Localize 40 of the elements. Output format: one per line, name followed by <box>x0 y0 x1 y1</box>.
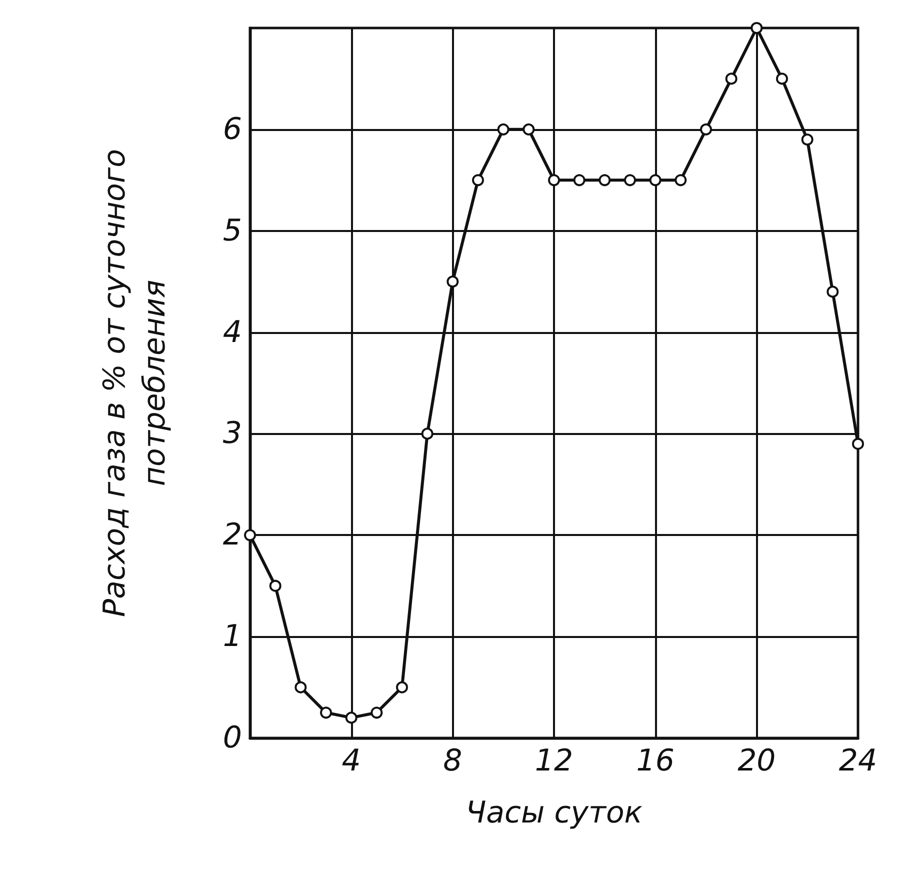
y-tick-label: 0 <box>222 720 242 756</box>
point <box>370 706 383 719</box>
point <box>421 428 434 440</box>
point <box>446 276 459 288</box>
point <box>700 123 712 136</box>
point <box>497 123 510 136</box>
point <box>396 681 408 694</box>
x-tick-label: 12 <box>534 744 574 778</box>
point <box>674 174 687 186</box>
point <box>852 438 864 450</box>
point <box>345 712 358 724</box>
y-tick-label: 4 <box>222 314 242 350</box>
point <box>472 174 484 186</box>
point <box>294 681 307 694</box>
y-tick-label: 5 <box>222 213 242 248</box>
x-tick-label: 16 <box>636 744 674 778</box>
point <box>801 134 814 146</box>
y-tick-label: 2 <box>222 518 242 553</box>
point <box>269 580 282 592</box>
x-tick-label: 24 <box>838 744 878 778</box>
point <box>725 72 738 85</box>
point <box>649 174 662 186</box>
point <box>573 174 586 186</box>
x-tick-label: 20 <box>738 744 776 778</box>
point <box>598 174 611 186</box>
y-tick-label: 6 <box>222 112 242 147</box>
point <box>750 22 763 34</box>
point <box>522 123 535 136</box>
x-tick-label: 8 <box>443 744 462 778</box>
point <box>244 529 256 542</box>
x-axis-title: Часы суток <box>466 796 642 830</box>
point <box>548 174 560 186</box>
y-tick-label: 1 <box>222 619 242 654</box>
x-tick-label: 4 <box>342 744 361 778</box>
point <box>624 174 636 186</box>
y-tick-label: 3 <box>222 416 242 452</box>
point <box>776 72 788 85</box>
point <box>320 706 332 719</box>
y-axis-title: Расход газа в % от суточного потребления <box>98 149 172 617</box>
point <box>826 286 839 298</box>
